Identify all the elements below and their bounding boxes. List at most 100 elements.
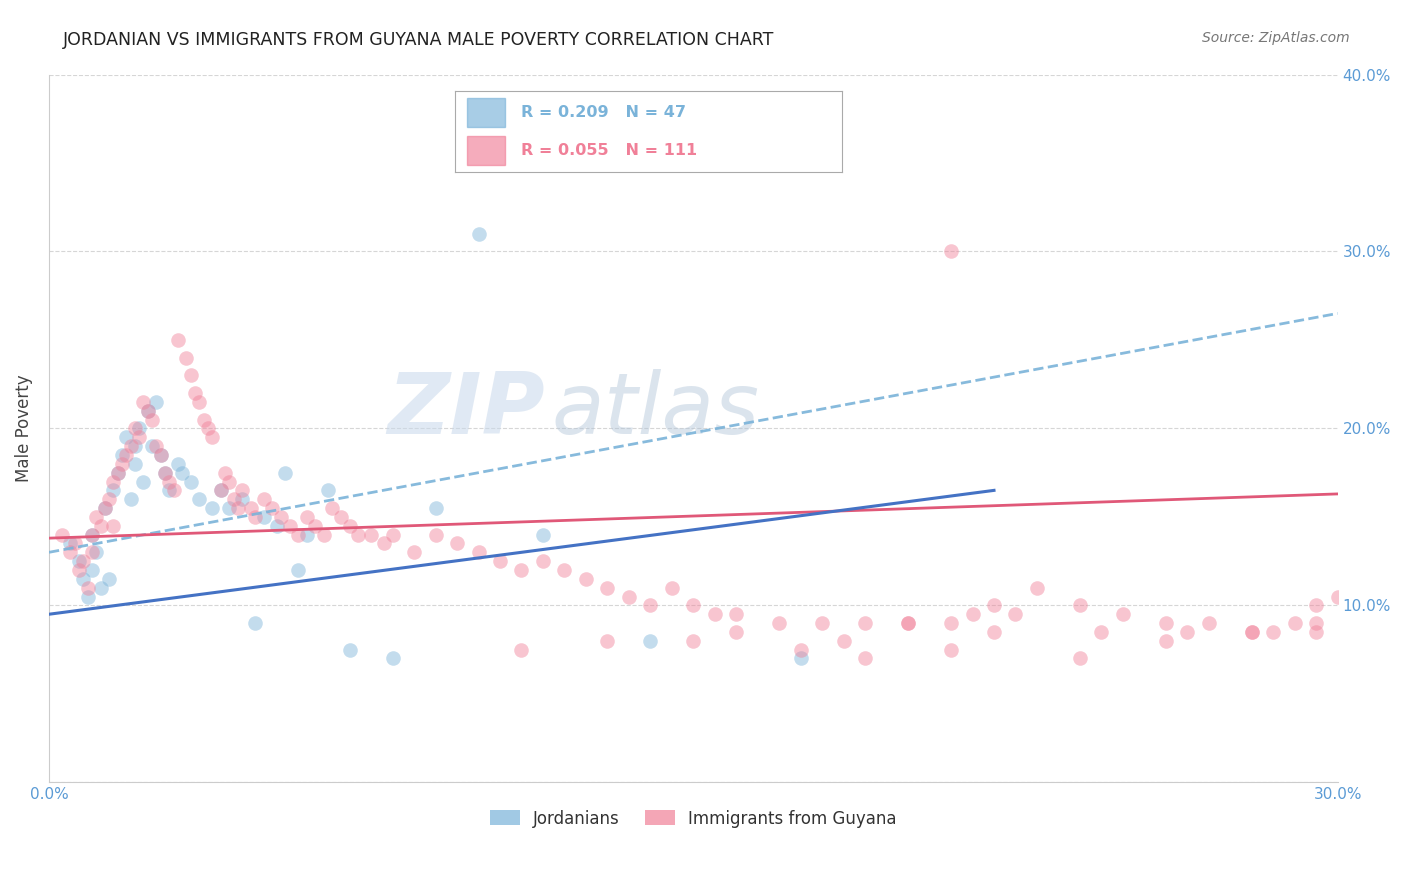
Point [162,483,184,498]
Point [1112,607,1135,622]
Point [553,563,575,577]
Point [226,501,249,516]
Point [725,624,748,639]
Point [287,527,309,541]
Point [222,492,245,507]
Text: ZIP: ZIP [388,369,546,452]
Point [330,510,353,524]
Point [1090,624,1112,639]
Point [209,483,232,498]
Point [243,616,266,631]
Point [132,395,155,409]
Point [218,501,240,516]
Point [531,554,554,568]
Point [145,439,167,453]
Point [111,457,134,471]
Point [59,545,82,559]
Point [136,403,159,417]
Point [1240,624,1263,639]
Point [231,492,253,507]
Point [278,518,301,533]
Point [193,412,215,426]
Point [1004,607,1026,622]
Point [1305,624,1327,639]
Point [1154,616,1177,631]
Point [59,536,82,550]
Text: atlas: atlas [551,369,759,452]
Point [1305,616,1327,631]
Point [274,466,297,480]
Point [180,475,202,489]
Point [983,599,1005,613]
Point [107,466,129,480]
Point [575,572,598,586]
Point [80,527,103,541]
Point [596,581,619,595]
Point [640,633,662,648]
Point [76,590,98,604]
Point [188,492,211,507]
Point [304,518,326,533]
Point [295,527,318,541]
Point [489,554,512,568]
Point [853,616,876,631]
Point [166,457,188,471]
Point [124,439,146,453]
Point [243,510,266,524]
Point [1069,651,1091,665]
Point [201,501,224,516]
Point [939,616,962,631]
Point [76,581,98,595]
Point [197,421,219,435]
Point [120,492,142,507]
Point [94,501,117,516]
Point [124,457,146,471]
Point [1326,590,1348,604]
Point [1026,581,1049,595]
Point [510,642,533,657]
Point [153,466,176,480]
Point [425,501,447,516]
Point [209,483,232,498]
Text: Source: ZipAtlas.com: Source: ZipAtlas.com [1202,31,1350,45]
Point [1263,624,1285,639]
Point [201,430,224,444]
Point [510,563,533,577]
Point [446,536,468,550]
Point [84,545,107,559]
Point [811,616,834,631]
Point [1240,624,1263,639]
Point [115,448,138,462]
Point [89,518,111,533]
Legend: Jordanians, Immigrants from Guyana: Jordanians, Immigrants from Guyana [484,803,904,834]
Point [312,527,335,541]
Point [128,430,150,444]
Point [124,421,146,435]
Point [703,607,725,622]
Point [67,554,90,568]
Point [84,510,107,524]
Point [661,581,683,595]
Point [72,554,94,568]
Point [149,448,172,462]
Point [339,642,361,657]
Point [360,527,382,541]
Point [107,466,129,480]
Point [141,439,163,453]
Point [939,642,962,657]
Point [347,527,370,541]
Point [1305,599,1327,613]
Point [404,545,426,559]
Point [80,563,103,577]
Point [1175,624,1198,639]
Point [939,244,962,259]
Point [231,483,253,498]
Point [768,616,790,631]
Point [145,395,167,409]
Point [266,518,288,533]
Point [321,501,343,516]
Point [640,599,662,613]
Point [373,536,395,550]
Point [262,501,284,516]
Point [832,633,855,648]
